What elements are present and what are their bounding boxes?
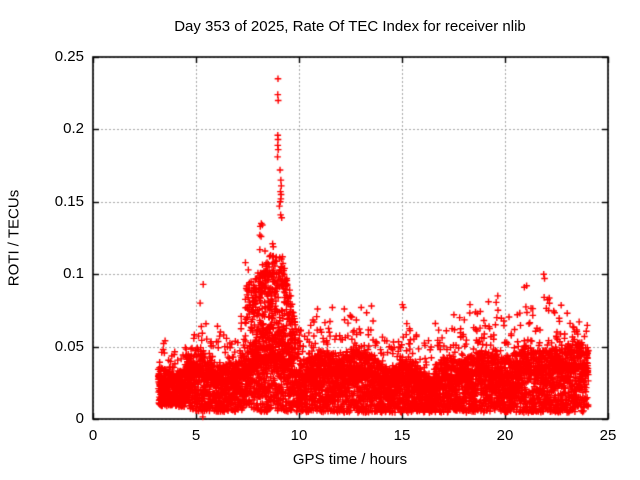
y-tick-label: 0.2 — [63, 120, 84, 138]
y-tick-label: 0.05 — [54, 337, 84, 355]
x-tick-label: 20 — [496, 427, 514, 444]
y-tick-label: 0.1 — [63, 265, 84, 283]
x-tick-label: 15 — [393, 427, 411, 444]
x-tick-label: 10 — [290, 427, 308, 444]
x-tick-label: 5 — [191, 427, 201, 444]
x-axis-title: GPS time / hours — [292, 451, 408, 468]
y-tick-label: 0 — [75, 410, 84, 427]
x-tick-label: 0 — [88, 427, 98, 444]
x-tick-label: 25 — [599, 427, 617, 444]
chart-title: Day 353 of 2025, Rate Of TEC Index for r… — [174, 18, 526, 35]
y-tick-label: 0.25 — [54, 48, 84, 65]
y-tick-label: 0.15 — [54, 192, 84, 210]
